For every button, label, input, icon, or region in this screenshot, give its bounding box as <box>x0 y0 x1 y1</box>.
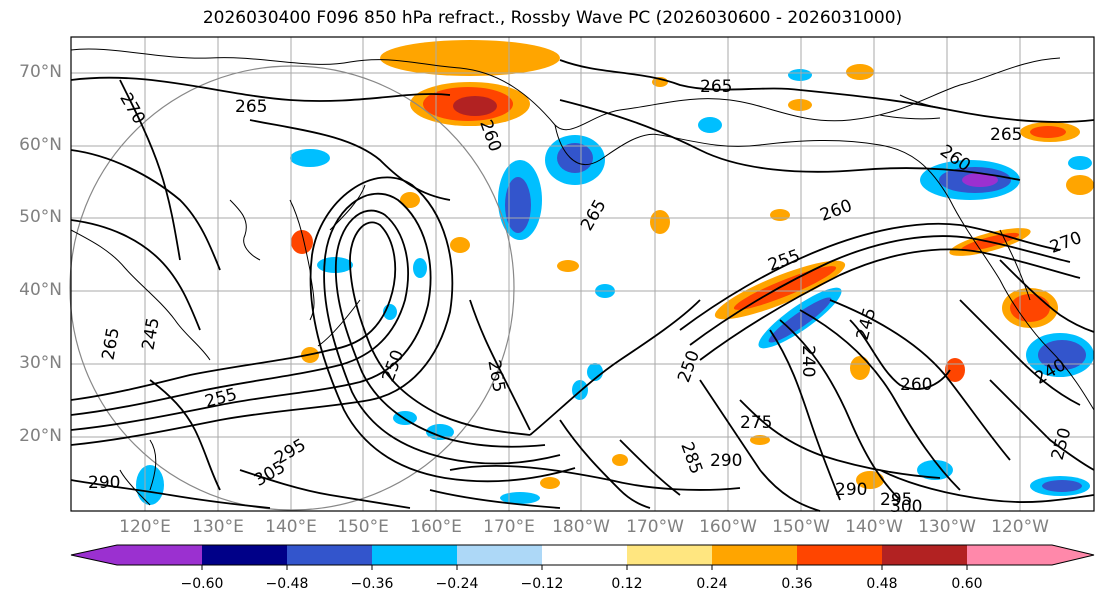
map-frame <box>70 36 1095 512</box>
colorbar-segment <box>457 545 542 565</box>
lat-label: 60°N <box>19 135 62 155</box>
colorbar-tick-label: 0.36 <box>781 576 813 592</box>
map-panel <box>71 37 1094 511</box>
colorbar-segment <box>372 545 457 565</box>
lon-label: 180°W <box>552 517 610 537</box>
contour-label: 240 <box>798 345 818 377</box>
lon-label: 170°E <box>483 517 535 537</box>
colorbar-tick-label: −0.60 <box>180 576 224 592</box>
map-title: 2026030400 F096 850 hPa refract., Rossby… <box>202 8 903 28</box>
colorbar-tick-label: −0.24 <box>435 576 479 592</box>
colorbar-tick-label: −0.36 <box>350 576 394 592</box>
lon-label: 170°W <box>626 517 684 537</box>
lon-label: 140°W <box>845 517 903 537</box>
lon-label: 120°W <box>991 517 1049 537</box>
colorbar <box>70 544 1095 570</box>
lon-label: 130°E <box>192 517 244 537</box>
colorbar-segment <box>202 545 287 565</box>
colorbar-segment <box>882 545 967 565</box>
graticule <box>71 37 1094 511</box>
colorbar-segment <box>627 545 712 565</box>
colorbar-tick-label: −0.12 <box>520 576 564 592</box>
colorbar-tick-label: 0.24 <box>696 576 728 592</box>
contour-label: 290 <box>835 480 867 500</box>
lon-label: 120°E <box>119 517 171 537</box>
contour-lines <box>70 59 1095 512</box>
colorbar-extend-low <box>71 545 117 565</box>
contour-label: 265 <box>235 97 267 117</box>
colorbar-segment <box>117 545 202 565</box>
region-circle <box>69 65 515 511</box>
lat-label: 50°N <box>19 207 62 227</box>
contour-label: 295 <box>880 490 912 510</box>
contour-label: 265 <box>700 77 732 97</box>
colorbar-tick-label: 0.12 <box>611 576 643 592</box>
colorbar-extend-high <box>1052 545 1094 565</box>
contour-label: 275 <box>740 413 772 433</box>
contour-label: 290 <box>710 451 742 471</box>
lat-label: 40°N <box>19 280 62 300</box>
contour-label: 260 <box>900 375 932 395</box>
lat-label: 70°N <box>19 62 62 82</box>
colorbar-segment <box>287 545 372 565</box>
contour-label: 265 <box>990 125 1022 145</box>
lon-label: 140°E <box>265 517 317 537</box>
lon-label: 150°E <box>337 517 389 537</box>
colorbar-segment <box>542 545 627 565</box>
contour-label: 300 <box>890 497 922 517</box>
colorbar-segment <box>797 545 882 565</box>
lat-label: 30°N <box>19 353 62 373</box>
colorbar-segment <box>967 545 1052 565</box>
contour-label: 290 <box>88 473 120 493</box>
colorbar-tick-label: 0.48 <box>866 576 898 592</box>
colorbar-segment <box>712 545 797 565</box>
contour-label-group: 265 270 265 260 265 260 265 260 255 250 … <box>88 77 1085 517</box>
lon-label: 150°W <box>772 517 830 537</box>
lat-label: 20°N <box>19 426 62 446</box>
lon-label: 130°W <box>918 517 976 537</box>
lon-label: 160°E <box>410 517 462 537</box>
colorbar-tick-label: 0.60 <box>951 576 983 592</box>
colorbar-tick-label: −0.48 <box>265 576 309 592</box>
lon-label: 160°W <box>699 517 757 537</box>
